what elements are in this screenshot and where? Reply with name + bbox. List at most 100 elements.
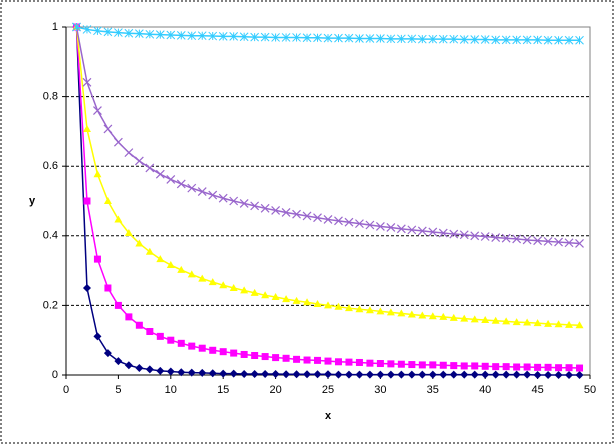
marker bbox=[240, 286, 249, 294]
marker bbox=[438, 34, 448, 44]
marker bbox=[104, 284, 112, 292]
marker bbox=[292, 33, 301, 42]
x-tick-label: 45 bbox=[531, 384, 543, 396]
marker bbox=[314, 356, 322, 364]
marker bbox=[418, 370, 427, 379]
marker bbox=[470, 231, 480, 241]
marker bbox=[145, 247, 154, 255]
marker bbox=[428, 34, 438, 44]
marker bbox=[187, 270, 196, 278]
marker bbox=[166, 261, 175, 269]
marker bbox=[177, 339, 185, 347]
marker bbox=[502, 370, 511, 379]
marker bbox=[261, 353, 269, 361]
marker bbox=[313, 33, 322, 43]
marker bbox=[198, 274, 207, 282]
marker bbox=[491, 370, 500, 379]
marker bbox=[218, 193, 228, 203]
marker bbox=[313, 213, 322, 223]
marker bbox=[177, 265, 186, 273]
marker bbox=[93, 332, 102, 341]
marker bbox=[114, 301, 122, 309]
marker bbox=[323, 215, 333, 224]
marker bbox=[523, 318, 532, 326]
x-tick-label: 50 bbox=[584, 384, 596, 396]
marker bbox=[113, 137, 123, 147]
marker bbox=[344, 304, 353, 312]
marker bbox=[460, 362, 468, 370]
marker bbox=[145, 163, 155, 173]
marker bbox=[250, 288, 259, 296]
marker bbox=[344, 33, 354, 43]
marker bbox=[282, 354, 290, 362]
marker bbox=[124, 28, 134, 38]
marker bbox=[114, 28, 123, 37]
marker bbox=[219, 348, 227, 356]
marker bbox=[135, 364, 144, 373]
marker bbox=[293, 355, 301, 363]
marker bbox=[114, 357, 123, 366]
marker bbox=[470, 315, 479, 323]
marker bbox=[250, 201, 260, 211]
marker bbox=[229, 32, 239, 41]
marker bbox=[261, 291, 270, 299]
marker bbox=[334, 33, 343, 43]
marker bbox=[459, 35, 469, 44]
marker bbox=[303, 370, 312, 379]
marker bbox=[544, 371, 553, 379]
marker bbox=[334, 216, 343, 226]
marker bbox=[470, 370, 479, 379]
marker bbox=[523, 363, 531, 371]
marker bbox=[449, 34, 459, 44]
marker bbox=[449, 370, 458, 379]
marker bbox=[418, 361, 426, 369]
marker bbox=[187, 31, 197, 41]
marker bbox=[82, 25, 92, 34]
marker bbox=[156, 332, 164, 340]
marker bbox=[417, 34, 427, 44]
y-tick-label: 0.6 bbox=[43, 160, 58, 172]
marker bbox=[324, 301, 332, 309]
marker bbox=[555, 364, 563, 372]
marker bbox=[334, 358, 342, 366]
marker bbox=[125, 313, 133, 321]
marker bbox=[209, 346, 217, 354]
marker bbox=[208, 369, 217, 378]
marker bbox=[554, 371, 563, 379]
marker bbox=[271, 205, 281, 215]
marker bbox=[533, 371, 542, 379]
marker bbox=[512, 35, 521, 45]
marker bbox=[449, 313, 458, 321]
x-tick-label: 0 bbox=[63, 384, 69, 396]
marker bbox=[167, 336, 175, 344]
marker bbox=[135, 29, 144, 38]
marker bbox=[176, 30, 186, 40]
marker bbox=[355, 358, 363, 366]
marker bbox=[114, 215, 123, 223]
marker bbox=[198, 344, 206, 352]
marker bbox=[124, 229, 133, 237]
marker bbox=[145, 29, 155, 39]
marker bbox=[376, 370, 385, 379]
marker bbox=[439, 312, 448, 320]
marker bbox=[219, 281, 228, 289]
marker bbox=[365, 370, 374, 379]
marker bbox=[376, 360, 384, 368]
marker bbox=[281, 33, 291, 42]
marker bbox=[365, 306, 374, 314]
marker bbox=[103, 27, 113, 37]
marker bbox=[230, 349, 238, 357]
marker bbox=[208, 190, 218, 200]
marker bbox=[459, 230, 469, 240]
marker bbox=[407, 310, 416, 318]
x-tick-label: 5 bbox=[115, 384, 121, 396]
marker bbox=[501, 233, 511, 243]
marker bbox=[533, 35, 542, 45]
marker bbox=[229, 369, 238, 378]
marker bbox=[429, 361, 437, 369]
marker bbox=[282, 295, 291, 303]
marker bbox=[544, 319, 553, 327]
marker bbox=[386, 370, 395, 379]
marker bbox=[502, 317, 511, 325]
